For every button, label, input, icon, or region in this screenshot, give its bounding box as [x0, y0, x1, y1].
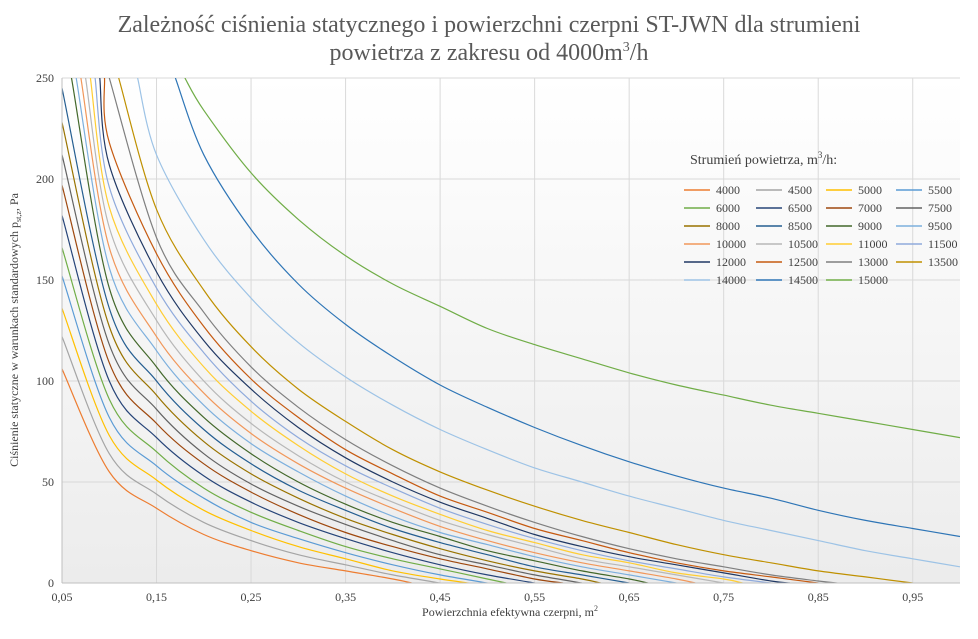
legend-label-8000: 8000	[716, 219, 740, 233]
legend-title: Strumień powietrza, m3/h:	[690, 150, 837, 168]
series-line-12000	[99, 78, 790, 583]
series-line-6500	[62, 215, 535, 583]
x-tick-label: 0,85	[808, 590, 829, 604]
legend-label-7000: 7000	[858, 201, 882, 215]
y-tick-label: 100	[36, 374, 54, 388]
series-line-7000	[62, 184, 564, 583]
legend-label-12000: 12000	[716, 255, 746, 269]
series-line-15000	[184, 78, 960, 439]
x-tick-label: 0,55	[524, 590, 545, 604]
legend-label-13000: 13000	[858, 255, 888, 269]
legend-label-15000: 15000	[858, 273, 888, 287]
y-tick-label: 150	[36, 273, 54, 287]
legend-label-9500: 9500	[928, 219, 952, 233]
legend-label-13500: 13500	[928, 255, 958, 269]
x-tick-label: 0,65	[619, 590, 640, 604]
y-tick-label: 50	[42, 475, 54, 489]
legend-label-12500: 12500	[788, 255, 818, 269]
axes: 0,05 0,15 0,25 0,35 0,45 0,55 0,65 0,75 0,85 0,95…	[36, 71, 960, 604]
series-line-9500	[75, 78, 677, 583]
series-line-8000	[62, 122, 601, 583]
series-line-13500	[118, 78, 913, 583]
series-line-5000	[62, 308, 469, 583]
series-line-11500	[94, 78, 771, 583]
series-line-10000	[80, 78, 696, 583]
legend-label-6500: 6500	[788, 201, 812, 215]
series-line-14000	[137, 78, 960, 568]
y-tick-label: 250	[36, 71, 54, 85]
series-line-12500	[103, 78, 819, 583]
legend-label-10000: 10000	[716, 237, 746, 251]
chart-title-line-1: Zależność ciśnienia statycznego i powier…	[118, 12, 861, 38]
series-line-11000	[89, 78, 743, 583]
legend-label-7500: 7500	[928, 201, 952, 215]
series-line-10500	[85, 78, 724, 583]
series-line-7500	[62, 154, 582, 583]
y-tick-label: 0	[48, 576, 54, 590]
series-line-13000	[108, 78, 838, 583]
legend-label-14500: 14500	[788, 273, 818, 287]
series-line-14500	[174, 78, 960, 538]
chart-title-line-2: powietrza z zakresu od 4000m3/h	[330, 40, 649, 66]
x-axis-title: Powierzchnia efektywna czerpni, m2	[422, 604, 598, 619]
legend-label-9000: 9000	[858, 219, 882, 233]
series-lines	[62, 78, 960, 583]
x-tick-label: 0,45	[430, 590, 451, 604]
x-tick-label: 0,25	[241, 590, 262, 604]
x-tick-label: 0,75	[713, 590, 734, 604]
legend-label-6000: 6000	[716, 201, 740, 215]
series-line-6000	[62, 247, 507, 583]
legend-label-4000: 4000	[716, 183, 740, 197]
legend-label-11000: 11000	[858, 237, 888, 251]
x-tick-label: 0,35	[335, 590, 356, 604]
series-line-8500	[62, 87, 630, 583]
legend-label-14000: 14000	[716, 273, 746, 287]
series-line-4500	[62, 336, 441, 583]
legend: 4000 4500 5000 5500 6000 6500 7000 7500 8000 8500…	[684, 183, 958, 287]
series-line-4000	[62, 368, 412, 583]
y-tick-label: 200	[36, 172, 54, 186]
y-axis-title: Ciśnienie statyczne w warunkach standard…	[7, 192, 23, 466]
legend-label-4500: 4500	[788, 183, 812, 197]
series-line-5500	[62, 275, 488, 583]
x-tick-label: 0,05	[52, 590, 73, 604]
legend-label-5000: 5000	[858, 183, 882, 197]
legend-label-8500: 8500	[788, 219, 812, 233]
series-line-9000	[70, 78, 649, 583]
x-tick-label: 0,15	[146, 590, 167, 604]
legend-label-10500: 10500	[788, 237, 818, 251]
legend-label-11500: 11500	[928, 237, 958, 251]
x-tick-label: 0,95	[902, 590, 923, 604]
legend-label-5500: 5500	[928, 183, 952, 197]
